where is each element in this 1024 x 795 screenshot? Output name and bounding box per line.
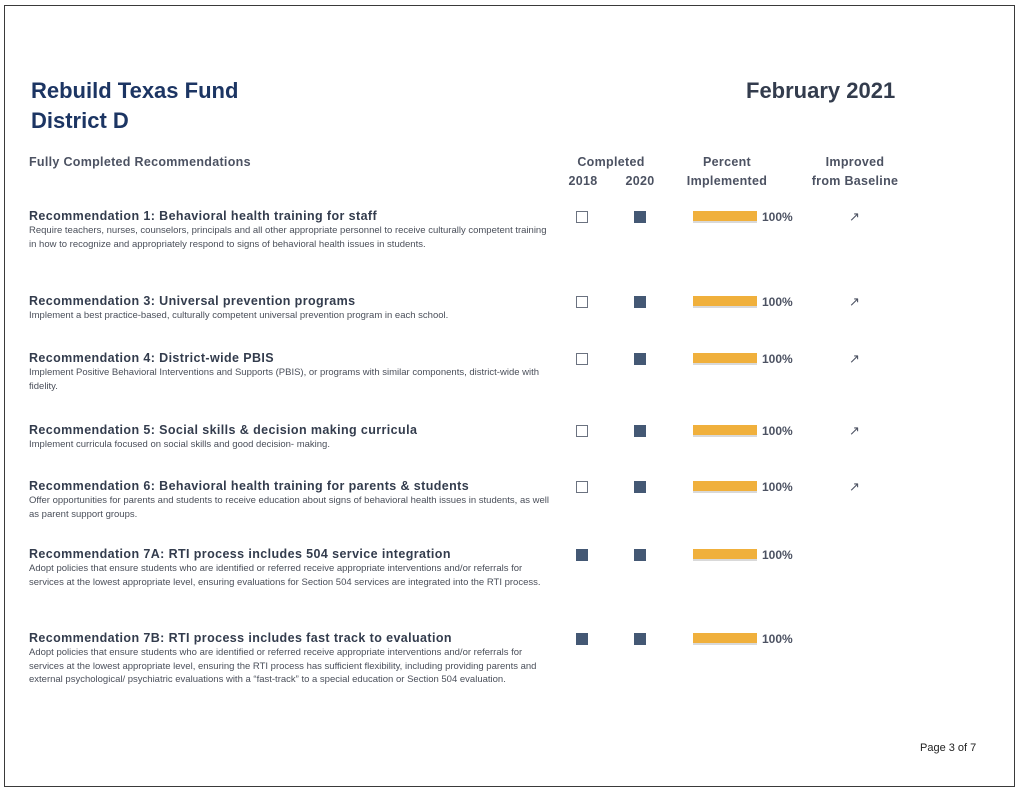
arrow-up-right-icon: ↗ <box>849 423 860 438</box>
completed-2020-indicator <box>634 296 646 308</box>
completed-2020-indicator <box>634 549 646 561</box>
year-2020-header: 2020 <box>625 174 655 188</box>
percent-bar <box>693 211 757 223</box>
district-title: District D <box>31 108 129 133</box>
completed-header: Completed <box>577 155 645 169</box>
percent-bar <box>693 425 757 437</box>
percent-header-line2: Implemented <box>686 174 768 188</box>
completed-2020-indicator <box>634 633 646 645</box>
recommendation-item: Recommendation 5: Social skills & decisi… <box>29 423 554 452</box>
arrow-up-right-icon: ↗ <box>849 209 860 224</box>
percent-bar <box>693 633 757 645</box>
report-title: Rebuild Texas Fund <box>31 78 239 103</box>
percent-label: 100% <box>762 424 793 438</box>
recommendation-item: Recommendation 7B: RTI process includes … <box>29 631 554 687</box>
recommendation-title: Recommendation 4: District-wide PBIS <box>29 351 274 365</box>
percent-label: 100% <box>762 210 793 224</box>
recommendation-item: Recommendation 4: District-wide PBIS Impl… <box>29 351 554 393</box>
percent-header-line1: Percent <box>703 155 751 169</box>
percent-bar <box>693 549 757 561</box>
recommendation-title: Recommendation 7B: RTI process includes … <box>29 631 452 645</box>
page-number: Page 3 of 7 <box>920 742 977 754</box>
recommendation-title: Recommendation 6: Behavioral health trai… <box>29 479 470 493</box>
year-2018-header: 2018 <box>568 174 598 188</box>
completed-2018-indicator <box>576 353 588 365</box>
completed-2018-indicator <box>576 633 588 645</box>
recommendation-description: Implement a best practice-based, cultura… <box>29 310 449 321</box>
completed-2020-indicator <box>634 481 646 493</box>
recommendation-item: Recommendation 1: Behavioral health trai… <box>29 209 554 251</box>
recommendation-item: Recommendation 7A: RTI process includes … <box>29 547 554 589</box>
percent-label: 100% <box>762 352 793 366</box>
recommendation-description: Offer opportunities for parents and stud… <box>29 495 549 520</box>
arrow-up-right-icon: ↗ <box>849 351 860 366</box>
improved-header-line1: Improved <box>825 155 885 169</box>
completed-2018-indicator <box>576 425 588 437</box>
recommendation-description: Adopt policies that ensure students who … <box>29 563 541 588</box>
percent-label: 100% <box>762 632 793 646</box>
recommendation-title: Recommendation 3: Universal prevention p… <box>29 294 356 308</box>
section-label: Fully Completed Recommendations <box>29 155 251 169</box>
completed-2018-indicator <box>576 549 588 561</box>
completed-2018-indicator <box>576 296 588 308</box>
recommendation-description: Implement curricula focused on social sk… <box>29 439 330 450</box>
recommendation-description: Require teachers, nurses, counselors, pr… <box>29 225 547 250</box>
recommendation-description: Adopt policies that ensure students who … <box>29 647 537 685</box>
percent-bar <box>693 353 757 365</box>
arrow-up-right-icon: ↗ <box>849 294 860 309</box>
arrow-up-right-icon: ↗ <box>849 479 860 494</box>
improved-header-line2: from Baseline <box>811 174 899 188</box>
completed-2018-indicator <box>576 481 588 493</box>
recommendation-title: Recommendation 5: Social skills & decisi… <box>29 423 418 437</box>
completed-2020-indicator <box>634 425 646 437</box>
completed-2020-indicator <box>634 353 646 365</box>
recommendation-item: Recommendation 3: Universal prevention p… <box>29 294 554 323</box>
percent-label: 100% <box>762 295 793 309</box>
percent-label: 100% <box>762 480 793 494</box>
recommendation-title: Recommendation 7A: RTI process includes … <box>29 547 451 561</box>
recommendation-description: Implement Positive Behavioral Interventi… <box>29 367 540 392</box>
percent-bar <box>693 296 757 308</box>
completed-2018-indicator <box>576 211 588 223</box>
recommendation-item: Recommendation 6: Behavioral health trai… <box>29 479 554 521</box>
percent-bar <box>693 481 757 493</box>
percent-label: 100% <box>762 548 793 562</box>
completed-2020-indicator <box>634 211 646 223</box>
recommendation-title: Recommendation 1: Behavioral health trai… <box>29 209 378 223</box>
report-date: February 2021 <box>746 78 896 103</box>
page-frame <box>4 5 1015 787</box>
